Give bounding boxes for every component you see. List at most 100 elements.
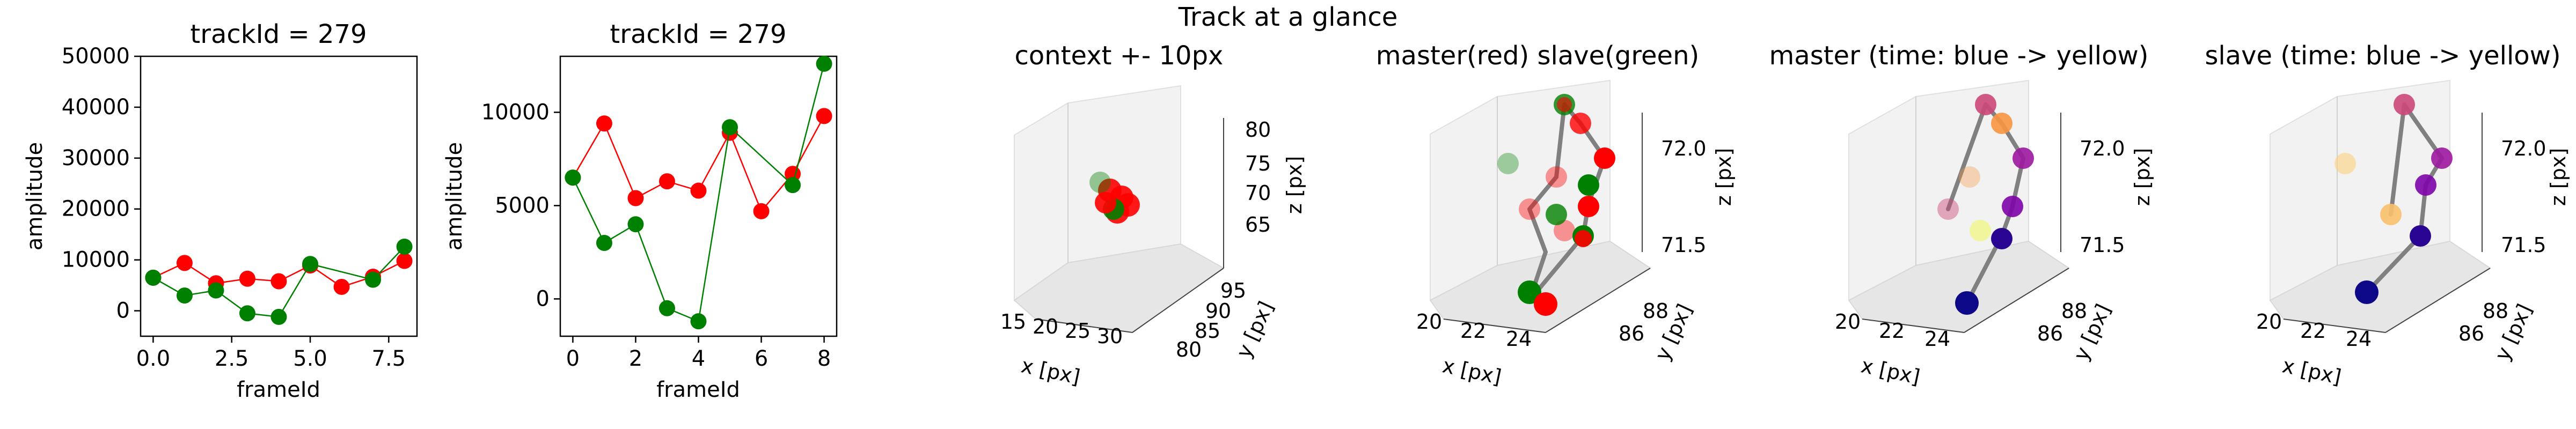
- panel-5-point: [1970, 220, 1991, 241]
- panel-6-point: [2355, 280, 2379, 304]
- panel-4-point-slave: [1497, 153, 1519, 174]
- panel-2-series-1-point: [785, 177, 801, 194]
- panel-3-xtick: 15: [1000, 310, 1026, 334]
- panel-4-point-master: [1534, 292, 1557, 316]
- panel-5-point: [1959, 166, 1980, 188]
- panel-6-ztick: 71.5: [2501, 233, 2546, 257]
- panel-3-points: [1089, 172, 1140, 224]
- panel-3-xlabel: x [px]: [1019, 353, 1082, 389]
- panel-4-xtick: 24: [1506, 327, 1532, 351]
- panel-4: master(red) slave(green): [1376, 41, 1736, 389]
- panel-1-series-1-point: [208, 282, 224, 299]
- panel-1-series-0-point: [176, 255, 193, 271]
- panel-5: master (time: blue -> yellow): [1769, 41, 2154, 389]
- panel-4-point-master: [1554, 220, 1575, 241]
- panel-1-ytick-label: 0: [116, 299, 130, 323]
- panel-4-link: [1527, 207, 1548, 254]
- panel-6-link: [2389, 102, 2406, 217]
- panel-3-ztick: 65: [1245, 213, 1271, 236]
- panel-6-ytick: 88: [2483, 299, 2508, 323]
- panel-2-xtick-label: 8: [817, 346, 831, 371]
- panel-2-series-1-point: [816, 55, 832, 72]
- panel-4-ztick: 71.5: [1661, 233, 1707, 257]
- panel-6-ytick: 86: [2458, 322, 2484, 345]
- panel-3-ytick: 95: [1220, 279, 1246, 302]
- panel-6-zlabel: z [px]: [2546, 148, 2570, 206]
- panel-4-xtick: 22: [1460, 319, 1486, 343]
- panel-2: trackId = 279 0 5000 10000 0 2 4 6 8 frameId a…: [442, 19, 838, 402]
- panel-3-xtick: 20: [1033, 315, 1058, 338]
- panel-3-ylabel: y [px]: [1232, 298, 1278, 361]
- panel-1-xtick-label: 5.0: [293, 346, 327, 371]
- panel-1-series-1-point: [145, 269, 162, 286]
- panel-6-xtick: 24: [2346, 327, 2372, 351]
- panel-1-axes-frame: [140, 55, 418, 337]
- panel-5-point: [1991, 228, 2012, 249]
- panel-5-point: [1937, 198, 1959, 220]
- panel-1: trackId = 279 0 10000 20000 30000 40000 50000…: [23, 19, 418, 402]
- panel-6-link: [2365, 234, 2423, 294]
- panel-1-series-1-point: [239, 305, 255, 322]
- panel-2-series-0-point: [753, 203, 770, 219]
- panel-4-ytick: 88: [1643, 299, 1668, 323]
- panel-2-title: trackId = 279: [610, 19, 786, 49]
- panel-1-series-1-point: [302, 256, 319, 272]
- panel-2-series-1-point: [565, 169, 581, 186]
- panel-4-zlabel: z [px]: [1712, 148, 1736, 206]
- panel-1-title: trackId = 279: [190, 19, 367, 49]
- panel-6-point: [2410, 225, 2431, 247]
- panel-1-xtick-label: 7.5: [372, 346, 406, 371]
- panel-2-series-0-point: [658, 173, 675, 190]
- panel-3-box: [1013, 85, 1225, 334]
- panel-5-ztick: 71.5: [2080, 233, 2125, 257]
- panel-5-xtick: 20: [1835, 310, 1861, 334]
- panel-2-series-1-point: [658, 300, 675, 316]
- panel-5-xtick: 22: [1879, 319, 1905, 343]
- panel-2-ytick-label: 0: [536, 286, 550, 311]
- panel-1-series-0-point: [239, 270, 255, 287]
- panel-6-point: [2394, 94, 2415, 115]
- panel-5-link: [1946, 102, 1988, 211]
- panel-2-ytick-label: 10000: [481, 100, 550, 124]
- panel-2-ytick-label: 5000: [495, 193, 550, 218]
- panel-4-link: [1527, 175, 1558, 211]
- panel-5-point: [1975, 94, 1996, 115]
- panel-6-point: [2431, 147, 2453, 169]
- panel-6-point: [2334, 153, 2356, 174]
- panel-3-ztick: 80: [1245, 118, 1271, 142]
- panel-2-ylabel: amplitude: [442, 142, 467, 250]
- panel-2-xtick-label: 2: [629, 346, 642, 371]
- panel-4-link: [1554, 102, 1567, 179]
- panel-5-title: master (time: blue -> yellow): [1769, 41, 2149, 71]
- panel-5-zlabel: z [px]: [2131, 148, 2154, 206]
- panel-3-ztick: 70: [1245, 181, 1271, 205]
- panel-6-xtick: 20: [2256, 310, 2282, 334]
- panel-4-title: master(red) slave(green): [1376, 41, 1699, 71]
- panel-3-xtick: 25: [1065, 319, 1091, 343]
- panel-4-point-master: [1519, 198, 1540, 220]
- panel-3-point-master: [1095, 192, 1116, 213]
- panel-4-point-slave: [1546, 204, 1567, 225]
- panel-1-series-0-point: [270, 273, 287, 290]
- panel-6-link: [2402, 102, 2444, 160]
- panel-6-point: [2415, 174, 2436, 196]
- panel-4-point-slave: [1578, 174, 1599, 196]
- panel-2-series-1-point: [690, 313, 707, 330]
- panel-2-xtick-label: 4: [692, 346, 705, 371]
- panel-3-zlabel: z [px]: [1283, 156, 1306, 214]
- figure-title: Track at a glance: [1178, 2, 1398, 32]
- panel-4-xtick: 20: [1416, 310, 1442, 334]
- panel-2-series-0-point: [596, 115, 612, 132]
- panel-3-ytick: 85: [1195, 319, 1220, 343]
- panel-1-series-1-point: [365, 271, 382, 288]
- panel-6-point: [2380, 204, 2402, 225]
- panel-2-series-0-point: [627, 190, 644, 206]
- panel-5-point: [1991, 113, 2012, 134]
- panel-1-ytick-label: 10000: [62, 248, 130, 272]
- panel-5-point: [2002, 196, 2023, 217]
- panel-1-xlabel: frameId: [237, 378, 320, 402]
- panel-3-ztick: 75: [1245, 152, 1271, 175]
- panel-6-ztick: 72.0: [2501, 137, 2546, 160]
- panel-4-point-master: [1570, 113, 1591, 134]
- panel-4-ytick: 86: [1619, 322, 1644, 345]
